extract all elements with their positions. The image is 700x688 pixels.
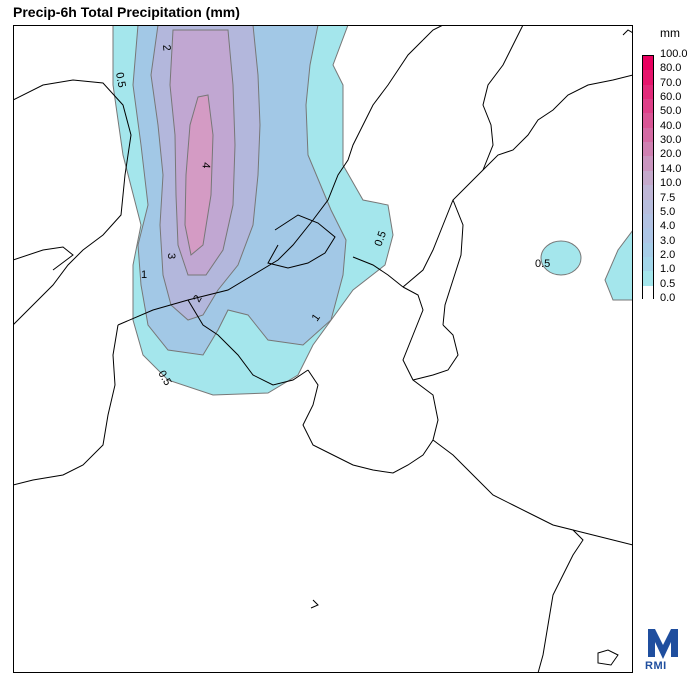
precip-area-4 [184,94,214,256]
legend-level-label: 50.0 [660,105,682,118]
legend-level-label: 4.0 [660,220,676,233]
legend-colorbar [642,55,654,301]
map-frame [13,25,633,673]
legend-swatch [643,113,653,129]
legend-level-label: 20.0 [660,148,682,161]
legend-swatch [643,228,653,244]
legend-level-label: 40.0 [660,119,682,132]
legend-level-label: 10.0 [660,177,682,190]
legend-level-label: 3.0 [660,234,676,247]
coastlines-borders [13,25,633,673]
rmi-logo [648,629,678,659]
contour-label-2-a: 2 [160,44,172,51]
legend-swatch [643,84,653,100]
legend-swatch [643,170,653,186]
legend-swatch [643,156,653,172]
legend-level-label: 0.5 [660,277,676,290]
contour-label-4: 4 [199,162,211,169]
legend-level-label: 2.0 [660,248,676,261]
legend-level-label: 80.0 [660,62,682,75]
legend-level-label: 0.0 [660,292,676,304]
contour-label-1-a: 1 [141,269,147,281]
legend-swatch [643,142,653,157]
legend-level-label: 5.0 [660,205,676,218]
legend-level-label: 7.5 [660,191,676,204]
legend-swatch [643,271,653,287]
legend-level-label: 1.0 [660,263,676,276]
precip-area-0.5-east [540,240,582,276]
legend-swatch [643,127,653,143]
precip-area-0.5-edge [604,229,633,301]
legend-swatch [643,199,653,215]
rmi-logo-text: RMI [645,660,667,672]
precipitation-map: 0.5 0.5 0.5 0.5 1 1 2 2 3 4 [13,25,633,673]
map-title: Precip-6h Total Precipitation (mm) [13,4,240,20]
contour-label-0.5-d: 0.5 [535,258,550,270]
contour-label-3: 3 [165,253,177,259]
contour-label-0.5-a: 0.5 [113,71,127,88]
contour-label-2-b: 2 [191,293,204,304]
legend-swatch [643,256,653,272]
legend-swatch [643,56,653,71]
legend-swatch [643,285,653,301]
legend-swatch [643,213,653,229]
legend-swatch [643,70,653,86]
contour-label-0.5-c: 0.5 [373,230,390,248]
legend-level-label: 60.0 [660,91,682,104]
legend-level-label: 14.0 [660,162,682,175]
legend-level-label: 100.0 [660,48,688,60]
legend-swatch [643,185,653,201]
legend-level-label: 70.0 [660,76,682,89]
legend-level-label: 30.0 [660,134,682,147]
contour-label-1-b: 1 [310,312,323,324]
legend-swatch [643,99,653,114]
legend-unit: mm [660,26,680,40]
legend-swatch [643,242,653,258]
